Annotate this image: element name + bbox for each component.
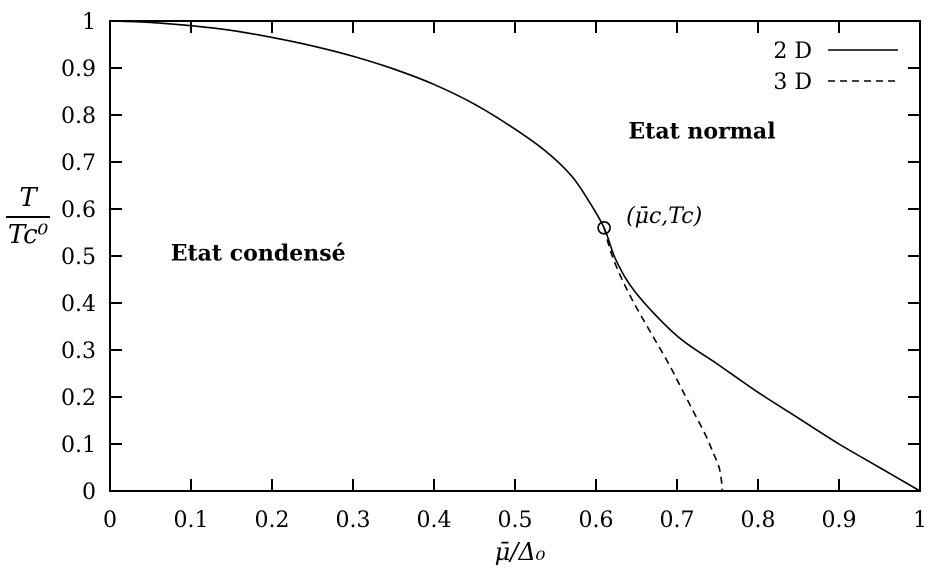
- critical-point-label: (μ̄c,Tc): [626, 204, 702, 229]
- x-axis-label: μ̄/Δ₀: [494, 538, 546, 566]
- y-axis-label-numerator: T: [19, 183, 37, 213]
- x-tick-label: 0: [103, 508, 117, 533]
- x-tick-label: 0.4: [417, 508, 452, 533]
- legend: 2 D3 D: [773, 39, 898, 95]
- x-tick-label: 0.8: [741, 508, 776, 533]
- region-label-normal: Etat normal: [628, 119, 775, 145]
- y-tick-label: 1: [82, 10, 96, 35]
- y-axis-label: T Tc⁰: [6, 183, 50, 250]
- y-tick-label: 0.4: [61, 292, 96, 317]
- critical-point-marker: [597, 221, 611, 235]
- y-axis-label-denominator: Tc⁰: [6, 216, 50, 250]
- x-tick-label: 0.3: [336, 508, 371, 533]
- x-tick-label: 0.5: [498, 508, 533, 533]
- annotations: (μ̄c,Tc) Etat normal Etat condensé: [171, 119, 776, 267]
- y-tick-labels: 0 0.1 0.2 0.3 0.4 0.5 0.6 0.7 0.8 0.9 1: [61, 10, 96, 505]
- y-tick-label: 0.9: [61, 57, 96, 82]
- series-layer: [109, 20, 921, 492]
- y-tick-label: 0.8: [61, 104, 96, 129]
- y-tick-label: 0.5: [61, 245, 96, 270]
- x-tick-label: 0.9: [822, 508, 857, 533]
- y-tick-label: 0.2: [61, 386, 96, 411]
- x-tick-label: 0.2: [255, 508, 290, 533]
- y-tick-label: 0.6: [61, 198, 96, 223]
- y-tick-label: 0: [82, 480, 96, 505]
- x-tick-label: 0.7: [660, 508, 695, 533]
- x-tick-label: 0.1: [174, 508, 209, 533]
- y-tick-label: 0.1: [61, 433, 96, 458]
- x-tick-labels: 0 0.1 0.2 0.3 0.4 0.5 0.6 0.7 0.8 0.9 1: [103, 508, 927, 533]
- legend-label-2d: 2 D: [773, 39, 812, 64]
- region-label-condensed: Etat condensé: [171, 241, 346, 267]
- legend-label-3d: 3 D: [773, 70, 812, 95]
- x-tick-label: 0.6: [579, 508, 614, 533]
- y-tick-label: 0.3: [61, 339, 96, 364]
- plot-frame: [109, 20, 921, 492]
- x-tick-label: 1: [913, 508, 927, 533]
- series-line-3d: [603, 227, 724, 492]
- y-tick-label: 0.7: [61, 151, 96, 176]
- series-line-2d: [109, 20, 921, 492]
